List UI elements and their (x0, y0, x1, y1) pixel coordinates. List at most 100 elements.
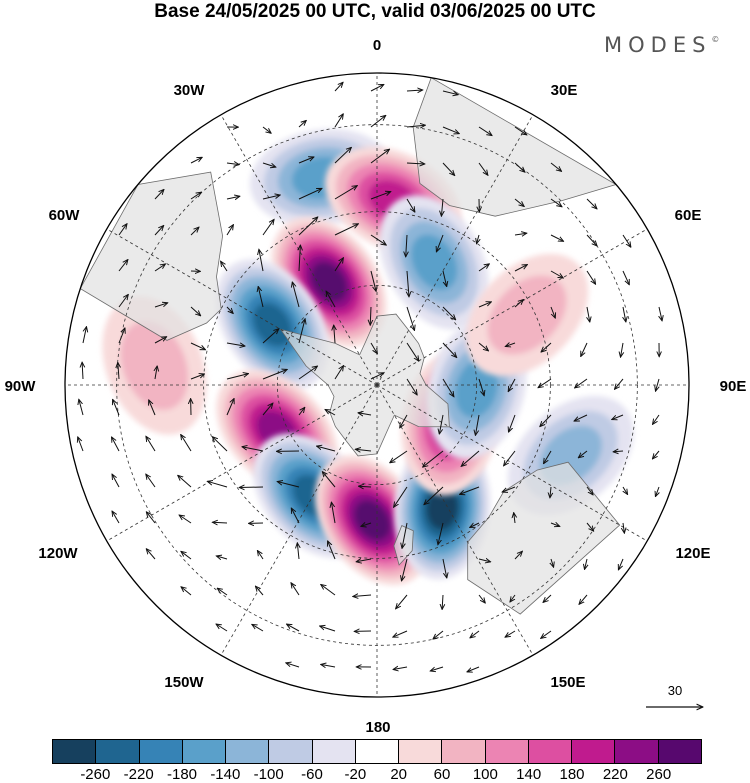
wind-arrow (370, 192, 391, 200)
wind-arrow (442, 270, 447, 287)
wind-arrow (179, 515, 192, 524)
wind-arrow (216, 556, 228, 559)
wind-arrow (402, 522, 408, 548)
wind-arrow (262, 219, 274, 236)
wind-arrow (361, 523, 372, 526)
colorbar-tick-label: -260 (80, 766, 111, 783)
wind-arrow (394, 486, 408, 507)
wind-arrow (291, 583, 300, 596)
wind-arrow (320, 626, 336, 632)
meridian-line (206, 384, 378, 681)
wind-arrow (436, 234, 444, 252)
wind-arrow (181, 587, 192, 596)
wind-arrow (442, 558, 447, 578)
colorbar (52, 739, 702, 764)
wind-arrow (656, 378, 660, 391)
wind-arrow (439, 414, 444, 434)
meridian-line (376, 89, 548, 386)
wind-arrow (622, 270, 629, 285)
lon-label-60w: 60W (49, 207, 81, 224)
wind-arrow (544, 450, 552, 464)
wind-arrow (252, 624, 264, 632)
wind-arrow (514, 198, 524, 207)
wind-arrow (615, 378, 624, 389)
wind-arrow (478, 378, 484, 396)
wind-arrow (286, 663, 300, 668)
colorbar-tick-label: -140 (210, 766, 241, 783)
wind-arrow (514, 126, 527, 135)
wind-arrow (239, 487, 264, 488)
wind-arrow (298, 217, 318, 236)
lon-label-90e: 90E (720, 378, 747, 395)
wind-arrow (467, 666, 480, 672)
wind-arrow (406, 234, 407, 257)
wind-arrow (586, 486, 593, 495)
wind-arrow (356, 559, 372, 562)
wind-arrow (442, 594, 443, 610)
colorbar-tick-label: -220 (123, 766, 154, 783)
wind-arrow (118, 362, 119, 380)
wind-arrow (442, 378, 454, 397)
wind-arrow (550, 523, 560, 526)
wind-arrow (478, 264, 489, 272)
wind-arrow (402, 558, 408, 581)
lon-label-0: 0 (373, 37, 381, 54)
wind-arrow (226, 398, 234, 416)
colorbar-tick-label: -100 (253, 766, 284, 783)
wind-arrow (298, 188, 322, 200)
wind-arrow (262, 126, 271, 133)
wind-arrow (433, 630, 444, 639)
colorbar-swatch (96, 740, 140, 763)
meridian-line (376, 384, 548, 681)
wind-arrow (334, 147, 351, 164)
wind-arrow (226, 225, 233, 236)
wind-arrow (370, 234, 386, 245)
wind-arrow (550, 306, 555, 318)
wind-arrow (438, 522, 444, 545)
lon-label-180: 180 (365, 719, 390, 736)
wind-arrow (441, 198, 443, 216)
wind-arrow (442, 90, 458, 95)
wind-arrow (226, 343, 245, 346)
wind-arrow (226, 306, 233, 314)
wind-arrow (514, 513, 515, 524)
wind-arrow (112, 474, 120, 488)
wind-arrow (262, 329, 279, 344)
wind-arrow (287, 624, 300, 632)
lon-label-30w: 30W (174, 82, 206, 99)
wind-arrow (652, 450, 660, 459)
wind-arrow (541, 630, 552, 638)
wind-arrow (370, 270, 376, 291)
wind-arrow (461, 450, 480, 466)
brand-text: MODES (604, 33, 712, 57)
meridian-line (376, 384, 673, 556)
africa (412, 77, 618, 217)
wind-arrow (82, 362, 83, 380)
wind-arrow (190, 227, 199, 236)
wind-arrow (155, 366, 157, 380)
wind-arrow (113, 399, 120, 416)
wind-arrow (550, 234, 564, 241)
wind-arrow (78, 437, 84, 452)
wind-arrow (118, 328, 125, 344)
wind-arrow (622, 234, 631, 247)
wind-arrow (178, 475, 192, 488)
wind-arrow (190, 157, 202, 164)
wind-arrow (291, 508, 300, 524)
wind-arrow (242, 447, 264, 452)
wind-arrow (396, 594, 408, 609)
wind-arrow (226, 374, 249, 380)
colorbar-tick-label: -20 (344, 766, 367, 783)
wind-arrow (541, 342, 552, 352)
wind-arrow (146, 474, 156, 488)
wind-arrow (190, 374, 205, 380)
wind-arrow (112, 437, 120, 452)
colorbar-tick-label: 140 (516, 766, 542, 783)
wind-arrow (478, 342, 489, 351)
colorbar-swatch (399, 740, 443, 763)
colorbar-ticks: -260 -220 -180 -140 -100 -60 -20 20 60 100 140 180 2… (0, 766, 750, 783)
wind-arrow (321, 584, 336, 596)
wind-arrow (212, 522, 228, 523)
brand-mark: © (711, 35, 720, 44)
wind-arrow (575, 378, 588, 388)
